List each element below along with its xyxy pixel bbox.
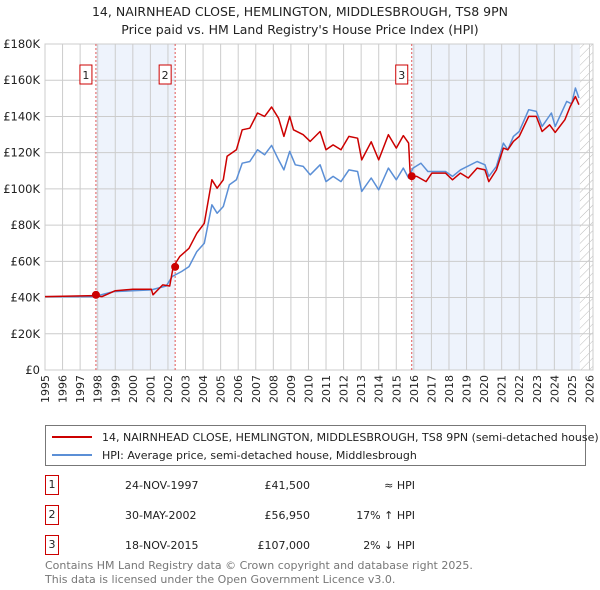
legend-label: HPI: Average price, semi-detached house,… <box>102 448 417 462</box>
x-tick-label: 1998 <box>92 375 105 403</box>
transaction-price: £107,000 <box>257 539 311 552</box>
x-tick-label: 2011 <box>320 375 333 403</box>
y-tick-label: £80K <box>11 218 41 232</box>
chart-title: 14, NAIRNHEAD CLOSE, HEMLINGTON, MIDDLES… <box>91 4 509 19</box>
transaction-row: 3 18-NOV-2015 £107,000 2% ↓ HPI <box>45 535 545 555</box>
legend-swatch-blue <box>52 454 92 456</box>
x-tick-label: 2014 <box>373 375 386 403</box>
y-tick-label: £60K <box>11 254 41 268</box>
sale-label: 2 <box>162 69 169 82</box>
x-tick-label: 2017 <box>425 375 438 403</box>
x-tick-label: 1999 <box>109 375 122 403</box>
transaction-price: £41,500 <box>264 479 311 492</box>
sale-label-border <box>158 64 172 85</box>
x-tick-label: 2012 <box>338 375 351 403</box>
x-tick-label: 2022 <box>513 375 526 403</box>
transaction-row: 1 24-NOV-1997 £41,500 ≈ HPI <box>45 475 545 495</box>
sale-label-box: 1 <box>79 64 93 85</box>
sale-label-box: 3 <box>395 64 409 85</box>
x-tick-label: 2000 <box>127 375 140 403</box>
x-tick-label: 2009 <box>285 375 298 403</box>
x-tick-label: 2005 <box>215 375 228 403</box>
transaction-date: 30-MAY-2002 <box>125 509 197 522</box>
x-tick-label: 1996 <box>57 375 70 403</box>
x-tick-label: 2006 <box>232 375 245 403</box>
transaction-date: 18-NOV-2015 <box>125 539 199 552</box>
x-tick-label: 2019 <box>461 375 474 403</box>
x-tick-label: 1995 <box>39 375 52 403</box>
transaction-marker: 3 <box>45 535 59 555</box>
x-tick-label: 2008 <box>267 375 280 403</box>
x-tick-label: 1997 <box>74 375 87 403</box>
plot-border <box>44 43 594 371</box>
sale-label-border <box>395 64 409 85</box>
y-tick-label: £0 <box>25 363 40 377</box>
y-tick-label: £100K <box>3 182 40 196</box>
transaction-hpi-relation: 2% ↓ HPI <box>363 539 415 552</box>
price-chart: 1995 1996 1997 1998 1999 2000 2001 2002 2003 2004… <box>3 37 596 403</box>
sale-label-border <box>79 64 93 85</box>
transaction-marker: 2 <box>45 505 59 525</box>
shaded-period <box>95 44 176 370</box>
legend-label: 14, NAIRNHEAD CLOSE, HEMLINGTON, MIDDLES… <box>102 430 599 444</box>
y-tick-label: £120K <box>3 146 40 160</box>
transaction-row: 2 30-MAY-2002 £56,950 17% ↑ HPI <box>45 505 545 525</box>
x-tick-label: 2026 <box>583 375 596 403</box>
sale-label: 1 <box>82 69 89 82</box>
forecast-hatch <box>579 44 593 370</box>
x-tick-label: 2003 <box>180 375 193 403</box>
y-tick-label: £20K <box>11 327 41 341</box>
x-tick-label: 2001 <box>144 375 157 403</box>
legend-swatch-red <box>52 436 92 438</box>
sale-point <box>171 262 180 271</box>
sale-label-box: 2 <box>158 64 172 85</box>
hpi-line <box>45 87 580 298</box>
x-tick-label: 2020 <box>478 375 491 403</box>
x-tick-label: 2007 <box>250 375 263 403</box>
property-price-line <box>44 95 580 298</box>
transaction-marker: 1 <box>45 475 59 495</box>
transaction-date: 24-NOV-1997 <box>125 479 199 492</box>
x-tick-label: 2021 <box>496 375 509 403</box>
x-tick-label: 2018 <box>443 375 456 403</box>
x-tick-label: 2024 <box>548 375 561 403</box>
y-tick-label: £160K <box>3 73 40 87</box>
x-tick-label: 2013 <box>355 375 368 403</box>
y-tick-label: £180K <box>3 37 40 51</box>
x-tick-label: 2010 <box>302 375 315 403</box>
y-tick-label: £40K <box>11 291 41 305</box>
y-tick-label: £140K <box>3 109 40 123</box>
transaction-hpi-relation: 17% ↑ HPI <box>356 509 415 522</box>
footer-licence: This data is licensed under the Open Gov… <box>45 573 396 586</box>
footer-copyright: Contains HM Land Registry data © Crown c… <box>45 559 473 572</box>
sale-point <box>91 290 100 299</box>
legend: 14, NAIRNHEAD CLOSE, HEMLINGTON, MIDDLES… <box>45 425 599 466</box>
legend-item-property: 14, NAIRNHEAD CLOSE, HEMLINGTON, MIDDLES… <box>52 429 599 445</box>
x-tick-label: 2002 <box>162 375 175 403</box>
legend-item-hpi: HPI: Average price, semi-detached house,… <box>52 447 417 463</box>
x-tick-label: 2016 <box>408 375 421 403</box>
chart-subtitle: Price paid vs. HM Land Registry's House … <box>121 22 479 37</box>
x-tick-label: 2025 <box>566 375 579 403</box>
transaction-hpi-relation: ≈ HPI <box>384 479 415 492</box>
x-tick-label: 2004 <box>197 375 210 403</box>
sale-label: 3 <box>398 69 405 82</box>
x-tick-label: 2023 <box>531 375 544 403</box>
sale-point <box>407 172 416 181</box>
shaded-period <box>411 44 580 370</box>
transaction-price: £56,950 <box>264 509 311 522</box>
x-tick-label: 2015 <box>390 375 403 403</box>
